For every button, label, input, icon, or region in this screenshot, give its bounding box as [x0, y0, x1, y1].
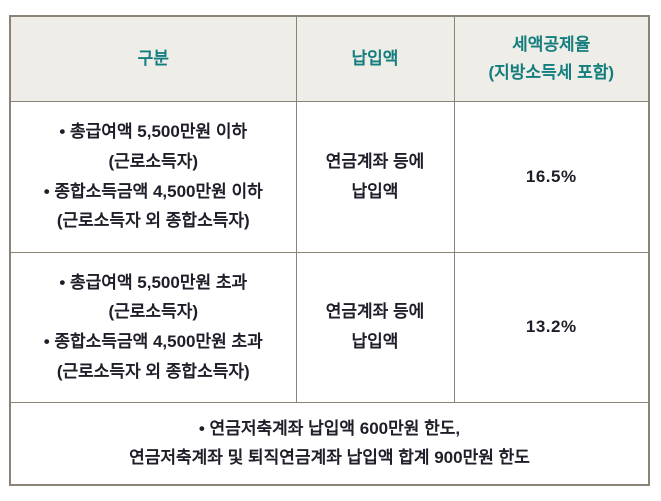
- limit-note-line: 연금저축계좌 및 퇴직연금계좌 납입액 합계 900만원 한도: [129, 448, 530, 468]
- category-line: • 총급여액 5,500만원 초과: [59, 272, 248, 292]
- category-cell: • 총급여액 5,500만원 초과 (근로소득자) • 종합소득금액 4,500…: [9, 251, 297, 403]
- category-line: (근로소득자): [108, 151, 199, 171]
- header-rate-label-line1: 세액공제율: [512, 34, 591, 54]
- table-header-row: 구분 납입액 세액공제율 (지방소득세 포함): [9, 15, 650, 102]
- category-line: • 총급여액 5,500만원 이하: [59, 122, 248, 141]
- payment-cell: 연금계좌 등에 납입액: [295, 100, 455, 253]
- header-category: 구분: [9, 15, 297, 102]
- limit-note-cell: • 연금저축계좌 납입액 600만원 한도, 연금저축계좌 및 퇴직연금계좌 납…: [9, 401, 650, 486]
- limit-note-line: • 연금저축계좌 납입액 600만원 한도,: [198, 418, 461, 438]
- rate-cell: 16.5%: [453, 100, 650, 253]
- header-rate: 세액공제율 (지방소득세 포함): [453, 15, 650, 102]
- table-row-under-threshold: • 총급여액 5,500만원 이하 (근로소득자) • 종합소득금액 4,500…: [9, 100, 650, 253]
- header-category-label: 구분: [137, 48, 169, 68]
- category-line: (근로소득자): [108, 302, 199, 322]
- category-line: • 종합소득금액 4,500만원 초과: [43, 332, 263, 351]
- payment-line: 연금계좌 등에: [325, 302, 425, 322]
- header-payment-label: 납입액: [351, 48, 399, 68]
- tax-deduction-table: 구분 납입액 세액공제율 (지방소득세 포함) • 총급여액 5,500만원 이…: [9, 15, 650, 486]
- rate-cell: 13.2%: [453, 251, 650, 403]
- payment-line: 납입액: [351, 181, 399, 201]
- table-footer-row: • 연금저축계좌 납입액 600만원 한도, 연금저축계좌 및 퇴직연금계좌 납…: [9, 401, 650, 486]
- header-rate-label-line2: (지방소득세 포함): [488, 62, 615, 82]
- category-line: • 종합소득금액 4,500만원 이하: [43, 181, 263, 201]
- payment-line: 연금계좌 등에: [325, 151, 425, 171]
- category-line: (근로소득자 외 종합소득자): [56, 361, 250, 381]
- payment-line: 납입액: [351, 332, 399, 351]
- header-payment: 납입액: [295, 15, 455, 102]
- category-line: (근로소득자 외 종합소득자): [56, 211, 250, 231]
- category-cell: • 총급여액 5,500만원 이하 (근로소득자) • 종합소득금액 4,500…: [9, 100, 297, 253]
- payment-cell: 연금계좌 등에 납입액: [295, 251, 455, 403]
- table-row-over-threshold: • 총급여액 5,500만원 초과 (근로소득자) • 종합소득금액 4,500…: [9, 251, 650, 403]
